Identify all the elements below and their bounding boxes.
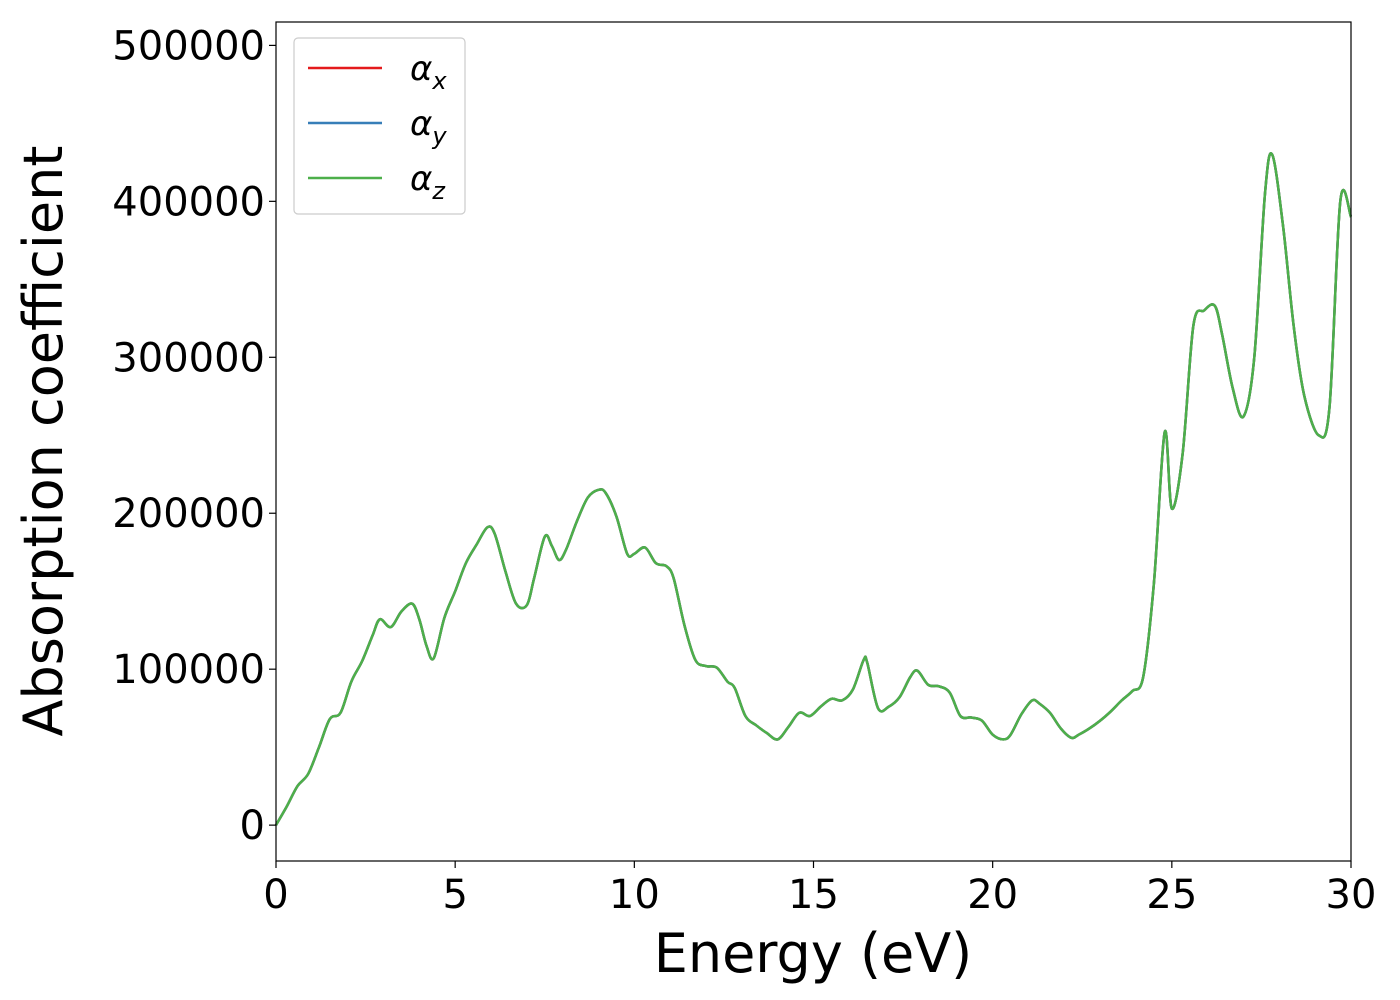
x-axis-ticks: 0 5 10 15 20 25 30 [263,861,1376,918]
y-tick-label: 300000 [112,335,265,381]
y-tick-label: 400000 [112,179,265,225]
legend-label-alpha-z: αz [410,159,446,205]
x-tick-label: 0 [263,872,288,918]
y-tick-label: 100000 [112,647,265,693]
x-axis-title: Energy (eV) [654,922,973,985]
x-tick-label: 5 [442,872,467,918]
y-tick-label: 500000 [112,23,265,69]
y-axis-ticks: 0 100000 200000 300000 400000 500000 [112,23,276,849]
x-tick-label: 15 [788,872,839,918]
x-tick-label: 10 [609,872,660,918]
legend-box [293,37,466,215]
legend-label-alpha-x: αx [410,49,447,95]
y-axis-title: Absorption coefficient [12,146,75,737]
y-tick-label: 200000 [112,491,265,537]
legend-label-alpha-y: αy [410,104,447,150]
x-tick-label: 20 [967,872,1018,918]
x-tick-label: 30 [1326,872,1377,918]
x-tick-label: 25 [1146,872,1197,918]
series-line-alpha-z [274,152,1353,826]
series-curves [274,152,1353,826]
y-tick-label: 0 [240,803,265,849]
legend: αx αy αz [293,37,466,215]
